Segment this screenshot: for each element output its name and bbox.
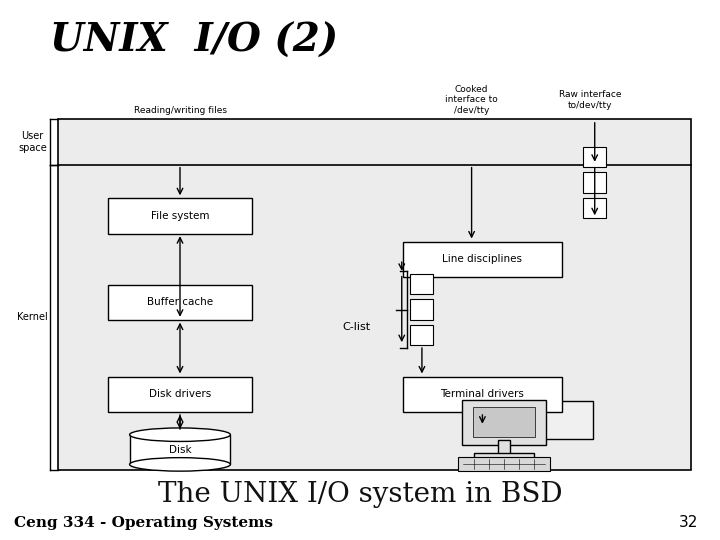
Bar <box>130 435 230 464</box>
FancyBboxPatch shape <box>583 172 606 193</box>
Text: Ceng 334 - Operating Systems: Ceng 334 - Operating Systems <box>14 516 274 530</box>
Text: 32: 32 <box>679 515 698 530</box>
Text: Cooked
interface to
/dev/tty: Cooked interface to /dev/tty <box>445 85 498 115</box>
Text: File system: File system <box>150 211 210 221</box>
Text: User
space: User space <box>18 131 47 152</box>
FancyBboxPatch shape <box>473 407 535 437</box>
Ellipse shape <box>130 457 230 471</box>
FancyBboxPatch shape <box>403 241 562 276</box>
FancyBboxPatch shape <box>410 299 433 320</box>
FancyBboxPatch shape <box>583 147 606 167</box>
FancyBboxPatch shape <box>458 457 550 471</box>
FancyBboxPatch shape <box>583 198 606 218</box>
Text: Terminal drivers: Terminal drivers <box>441 389 524 399</box>
Bar <box>498 440 510 454</box>
FancyBboxPatch shape <box>410 274 433 294</box>
Text: UNIX  I/O (2): UNIX I/O (2) <box>50 22 338 59</box>
Text: Buffer cache: Buffer cache <box>147 298 213 307</box>
FancyBboxPatch shape <box>108 377 252 411</box>
FancyBboxPatch shape <box>403 377 562 411</box>
Text: Reading/writing files: Reading/writing files <box>133 106 227 115</box>
FancyBboxPatch shape <box>108 285 252 320</box>
Text: Line disciplines: Line disciplines <box>442 254 523 264</box>
Text: C-list: C-list <box>343 322 371 332</box>
FancyBboxPatch shape <box>58 119 691 470</box>
Text: Disk: Disk <box>168 444 192 455</box>
Ellipse shape <box>130 428 230 442</box>
FancyBboxPatch shape <box>108 198 252 233</box>
Text: Kernel: Kernel <box>17 312 48 322</box>
FancyBboxPatch shape <box>523 401 593 439</box>
Text: The UNIX I/O system in BSD: The UNIX I/O system in BSD <box>158 481 562 508</box>
FancyBboxPatch shape <box>410 325 433 345</box>
Text: Raw interface
to/dev/tty: Raw interface to/dev/tty <box>559 90 621 110</box>
Bar <box>474 453 534 461</box>
FancyBboxPatch shape <box>462 400 546 445</box>
Text: Disk drivers: Disk drivers <box>149 389 211 399</box>
